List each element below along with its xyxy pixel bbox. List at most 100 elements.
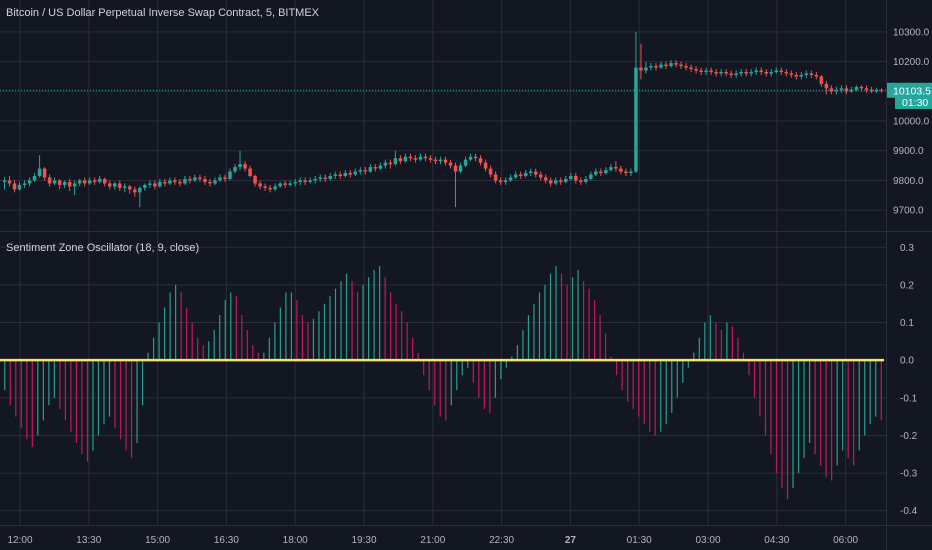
candle-body xyxy=(619,168,623,172)
candle-body xyxy=(724,72,728,74)
candle-body xyxy=(238,164,242,168)
candle-body xyxy=(824,83,829,89)
candle-body xyxy=(649,66,653,68)
candle-body xyxy=(759,70,763,72)
candle-body xyxy=(634,67,638,172)
candle-body xyxy=(699,70,703,72)
time-tick-label: 21:00 xyxy=(420,535,445,546)
candle-body xyxy=(168,180,172,184)
candle-body xyxy=(734,73,738,75)
candle-body xyxy=(584,178,588,182)
oscillator-axis[interactable]: 0.3 0.2 0.1 0.0 -0.1 -0.2 -0.3 -0.4 xyxy=(900,243,918,517)
price-tick-label: 10200.0 xyxy=(893,57,930,68)
candle-body xyxy=(789,73,794,75)
candle-body xyxy=(373,167,378,169)
candle-body xyxy=(804,73,809,75)
oscillator-tick-label: 0.3 xyxy=(900,243,914,254)
candle-body xyxy=(97,178,102,182)
candle-body xyxy=(288,183,292,185)
oscillator-pane[interactable] xyxy=(0,266,884,500)
candle-body xyxy=(483,162,488,169)
candle-body xyxy=(223,177,227,179)
candle-body xyxy=(2,180,7,182)
oscillator-tick-label: 0.2 xyxy=(900,280,914,291)
oscillator-tick-label: -0.1 xyxy=(900,393,918,404)
candle-body xyxy=(684,66,688,68)
time-axis[interactable]: 12:00 13:30 15:00 16:30 18:00 19:30 21:00 22:30… xyxy=(7,535,858,546)
candle-body xyxy=(644,67,648,71)
candle-body xyxy=(228,171,232,179)
candle-body xyxy=(92,180,97,182)
candle-body xyxy=(814,74,819,77)
countdown-label: 01:30 xyxy=(902,97,928,109)
candle-body xyxy=(278,183,282,187)
candle-body xyxy=(543,177,548,181)
candle-body xyxy=(498,180,503,182)
candle-body xyxy=(523,173,528,176)
candle-body xyxy=(769,72,773,74)
candle-body xyxy=(37,168,42,176)
candle-body xyxy=(664,64,668,67)
price-tick-label: 9900.0 xyxy=(893,146,924,157)
candle-body xyxy=(433,159,438,162)
candle-body xyxy=(744,72,748,74)
candle-body xyxy=(443,159,448,163)
candle-body xyxy=(834,89,839,92)
candle-body xyxy=(283,183,287,185)
candle-body xyxy=(52,180,57,184)
price-pane[interactable] xyxy=(0,31,886,208)
candle-body xyxy=(463,159,468,166)
candle-body xyxy=(148,183,152,185)
candle-body xyxy=(809,73,814,75)
candle-body xyxy=(564,178,568,182)
candle-body xyxy=(528,171,533,174)
candle-body xyxy=(213,180,217,184)
candle-body xyxy=(298,180,302,182)
candle-body xyxy=(453,165,458,172)
candle-body xyxy=(138,187,142,193)
candle-body xyxy=(128,186,132,190)
candle-body xyxy=(263,186,267,188)
price-tick-label: 10300.0 xyxy=(893,27,930,38)
candle-body xyxy=(333,174,338,176)
candle-body xyxy=(609,167,613,171)
time-tick-label: 04:30 xyxy=(764,535,789,546)
candle-body xyxy=(408,156,413,159)
candle-body xyxy=(153,183,157,187)
time-tick-label: 18:00 xyxy=(283,535,308,546)
candle-body xyxy=(819,76,824,84)
oscillator-tick-label: -0.4 xyxy=(900,506,918,517)
time-tick-label: 01:30 xyxy=(627,535,652,546)
candle-body xyxy=(533,171,538,175)
candle-body xyxy=(323,177,327,179)
candle-body xyxy=(32,176,37,181)
candle-body xyxy=(57,180,62,185)
candle-body xyxy=(554,180,558,184)
candle-body xyxy=(749,72,753,74)
candle-body xyxy=(363,170,368,172)
candle-body xyxy=(107,183,112,187)
candle-body xyxy=(218,177,222,181)
candle-body xyxy=(338,174,343,176)
candle-body xyxy=(328,176,332,179)
candle-body xyxy=(303,180,307,182)
candle-body xyxy=(654,66,658,68)
candle-body xyxy=(719,72,723,74)
candle-body xyxy=(233,167,237,172)
candle-body xyxy=(143,184,147,188)
candle-body xyxy=(243,164,247,169)
candle-body xyxy=(403,156,408,162)
time-tick-label: 13:30 xyxy=(76,535,101,546)
candle-body xyxy=(739,72,743,74)
candle-body xyxy=(123,186,127,188)
candle-body xyxy=(659,64,663,68)
candle-body xyxy=(248,168,252,176)
last-price-label: 10103.5 xyxy=(893,85,931,97)
candle-body xyxy=(503,180,508,182)
last-price-badge-background xyxy=(887,82,932,98)
candle-body xyxy=(478,158,483,163)
candle-body xyxy=(849,89,854,92)
candle-body xyxy=(368,167,373,172)
